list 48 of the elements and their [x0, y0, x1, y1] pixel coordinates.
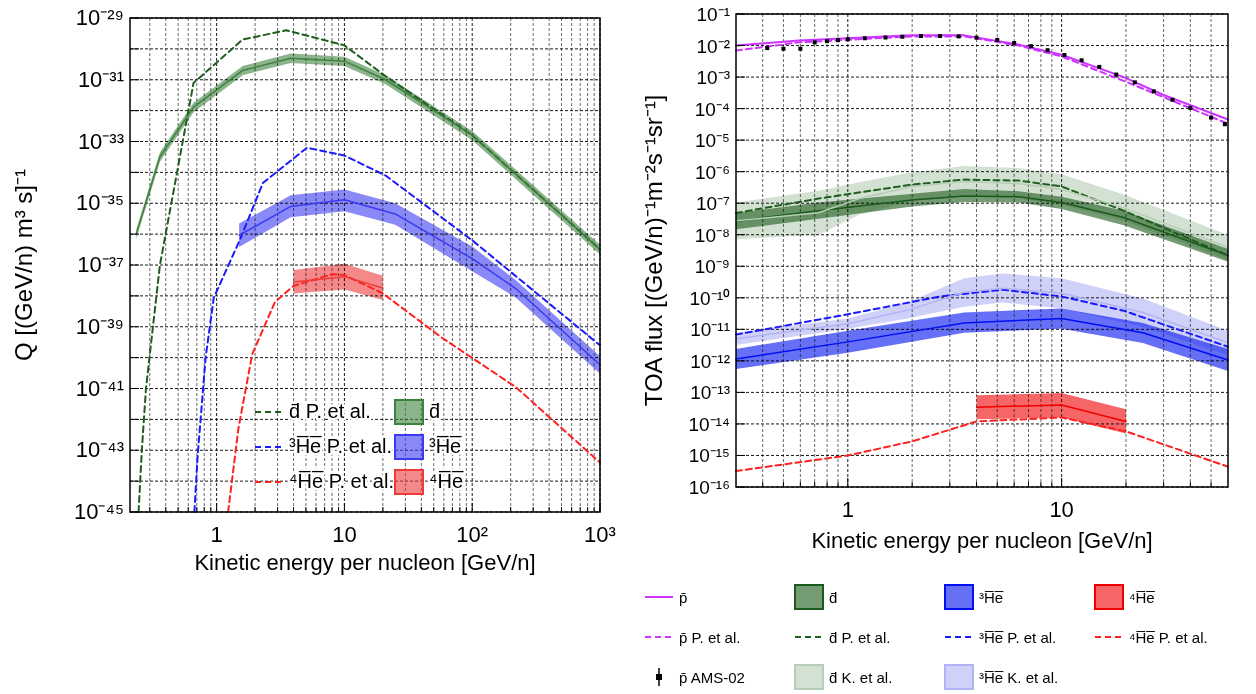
y-tick-label: 10⁻⁴⁵ [73, 499, 124, 524]
y-tick-label: 10⁻¹⁵ [688, 445, 730, 467]
x-tick-label: 1 [210, 522, 223, 547]
y-tick-label: 10⁻¹² [690, 350, 730, 372]
y-tick-label: 10⁻¹⁰ [689, 287, 730, 309]
y-axis-title: TOA flux [(GeV/n)⁻¹m⁻²s⁻¹sr⁻¹] [640, 94, 667, 407]
y-tick-label: 10⁻⁴¹ [75, 375, 124, 401]
legend-label: p̄ [679, 589, 688, 606]
y-tick-label: 10⁻² [696, 35, 730, 57]
legend-label: d̄ [429, 400, 441, 422]
y-tick-label: 10⁻⁹ [694, 256, 730, 278]
legend-label: d̄ P. et al. [829, 629, 891, 646]
legend-label: ³H̅e̅ P. et al. [979, 629, 1057, 646]
y-tick-label: 10⁻³³ [77, 128, 124, 154]
y-tick-label: 10⁻²⁹ [75, 5, 124, 30]
y-tick-label: 10⁻¹¹ [690, 319, 730, 341]
y-tick-label: 10⁻⁴³ [75, 437, 124, 463]
y-tick-label: 10⁻¹³ [690, 382, 730, 404]
y-axis-title: Q [(GeV/n) m³ s]⁻¹ [10, 168, 37, 362]
y-tick-label: 10⁻⁸ [694, 224, 730, 246]
y-tick-label: 10⁻⁶ [695, 161, 730, 183]
y-tick-label: 10⁻⁷ [695, 193, 731, 215]
x-tick-label: 1 [841, 497, 854, 522]
legend-label: ³H̅e̅ [979, 589, 1005, 606]
y-tick-label: 10⁻⁵ [694, 130, 730, 152]
x-tick-label: 10 [1049, 497, 1074, 522]
y-tick-label: 10⁻¹ [696, 4, 730, 25]
y-tick-label: 10⁻¹⁶ [688, 477, 730, 498]
legend-label: d̄ P. et al. [289, 400, 371, 422]
legend-label: ⁴H̅e̅ [1129, 589, 1156, 606]
y-tick-label: 10⁻³¹ [77, 66, 124, 92]
x-axis-title: Kinetic energy per nucleon [GeV/n] [811, 528, 1153, 553]
legend-label: d̄ [829, 589, 838, 606]
y-tick-label: 10⁻³⁹ [75, 313, 124, 339]
legend-label: ³H̅e̅ K. et al. [979, 669, 1059, 686]
legend-label: p̄ P. et al. [679, 629, 741, 646]
x-tick-label: 10³ [584, 522, 616, 547]
legend-label: d̄ K. et al. [829, 669, 893, 686]
x-axis-title: Kinetic energy per nucleon [GeV/n] [194, 550, 536, 575]
legend-label: p̄ AMS-02 [679, 669, 745, 686]
y-tick-label: 10⁻³⁵ [76, 190, 124, 216]
y-tick-label: 10⁻³ [696, 67, 730, 89]
y-tick-label: 10⁻³⁷ [77, 252, 125, 277]
legend-label: ⁴H̅e̅ P. et al. [1129, 629, 1208, 646]
x-tick-label: 10² [456, 522, 489, 547]
y-tick-label: 10⁻¹⁴ [688, 413, 730, 435]
x-tick-label: 10 [332, 522, 357, 547]
y-tick-label: 10⁻⁴ [694, 98, 730, 120]
